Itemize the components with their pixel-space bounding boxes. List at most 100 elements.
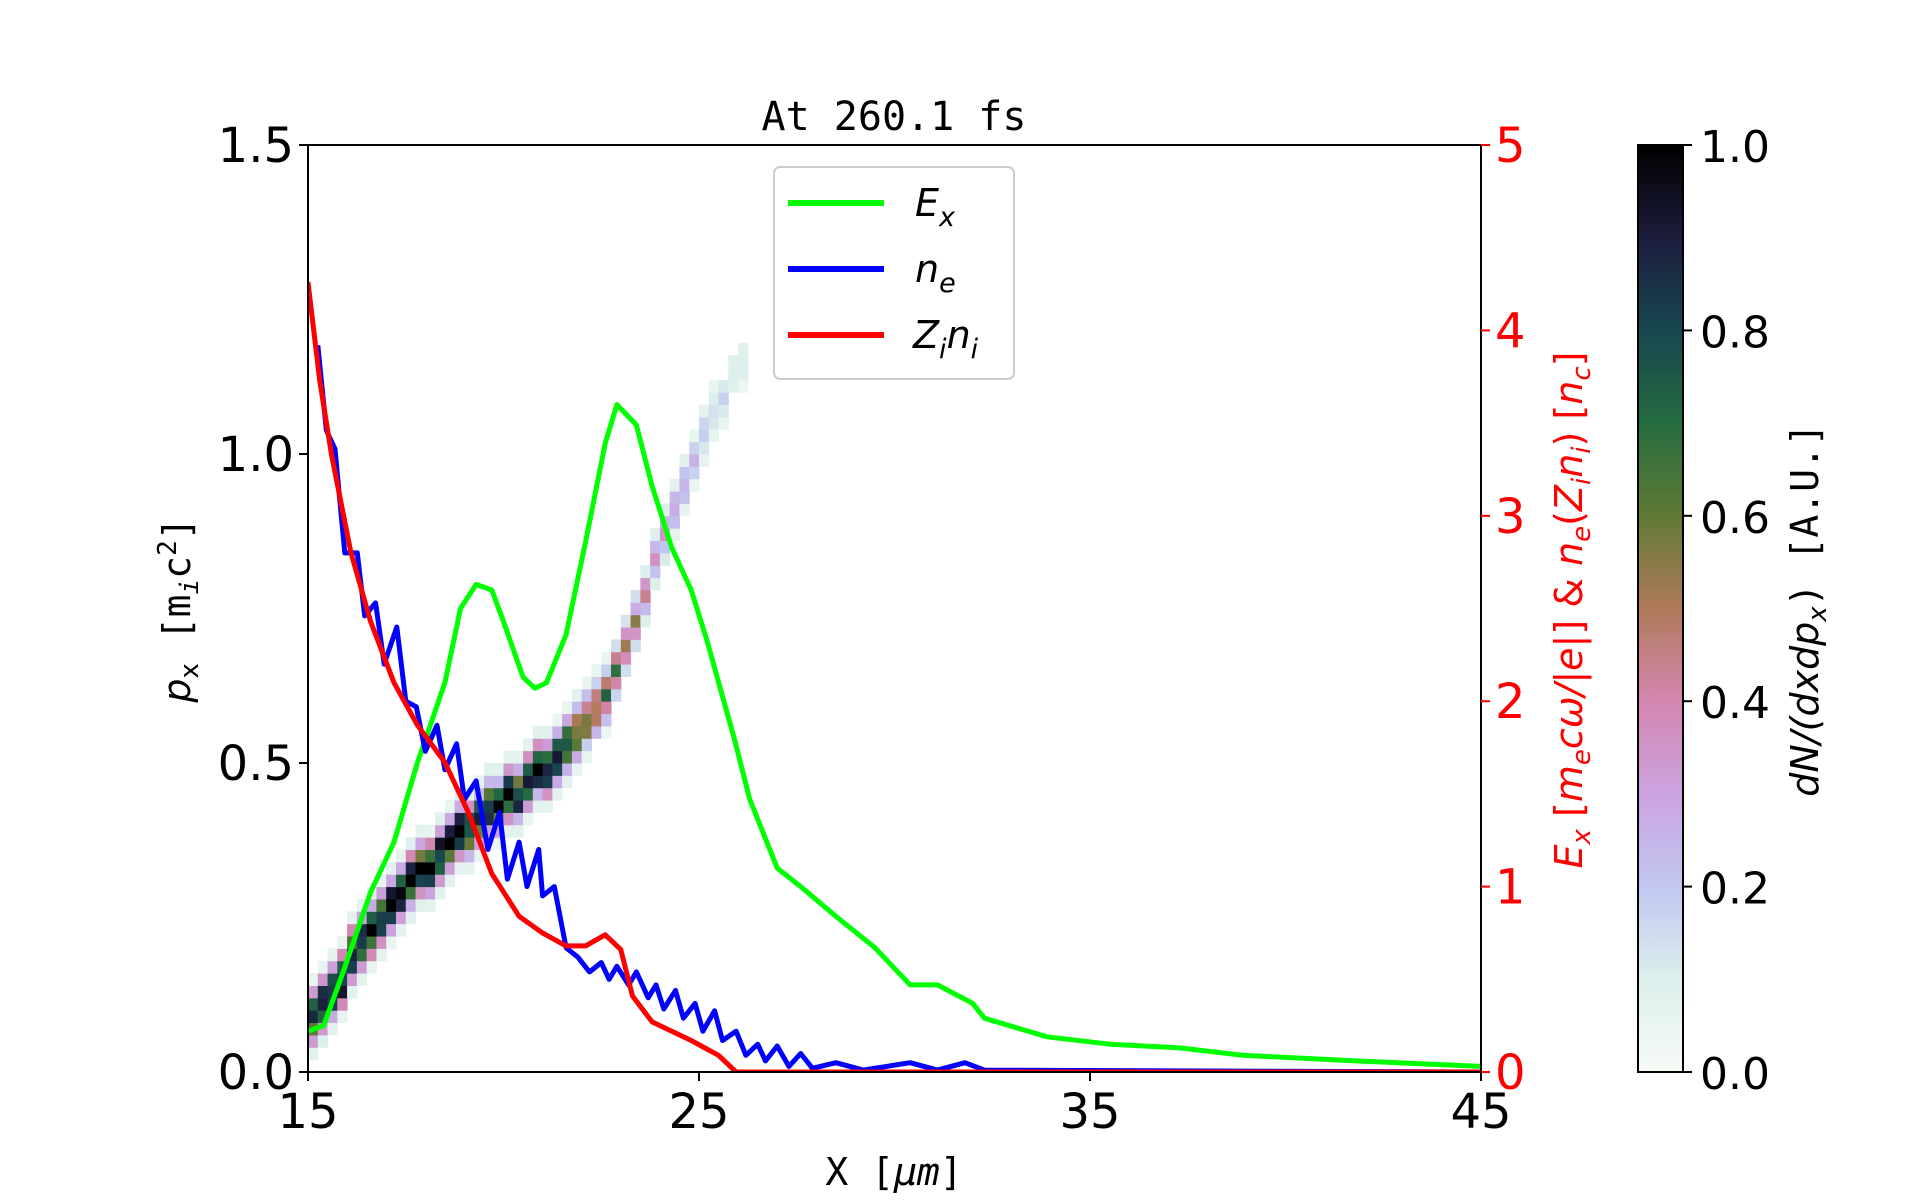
heatmap-cell xyxy=(571,763,583,776)
heatmap-cell xyxy=(650,540,661,554)
heatmap-cell xyxy=(532,750,544,764)
heatmap-cell xyxy=(718,379,729,393)
heatmap-cell xyxy=(366,911,377,925)
heatmap-cell xyxy=(679,503,690,517)
heatmap-cell xyxy=(347,948,358,962)
heatmap-cell xyxy=(571,713,583,727)
heatmap-cell xyxy=(718,416,729,430)
heatmap-cell xyxy=(366,923,377,937)
heatmap-cell xyxy=(415,886,426,900)
x-tick-label: 25 xyxy=(668,1084,729,1140)
heatmap-cell xyxy=(366,936,377,949)
heatmap-cell xyxy=(444,874,456,888)
heatmap-cell xyxy=(532,763,544,776)
heatmap-cell xyxy=(571,701,583,715)
heatmap-cell xyxy=(718,404,729,418)
heatmap-cell xyxy=(493,775,504,789)
heatmap-cell xyxy=(405,911,417,925)
heatmap-cell xyxy=(591,664,602,677)
heatmap-cell xyxy=(523,763,534,776)
heatmap-cell xyxy=(738,342,749,356)
heatmap-cell xyxy=(337,1010,348,1024)
heatmap-cell xyxy=(435,837,446,851)
y2-tick-label: 2 xyxy=(1495,674,1526,730)
heatmap-cell xyxy=(503,812,514,826)
heatmap-cell xyxy=(483,812,495,826)
heatmap-cell xyxy=(493,800,504,813)
heatmap-cell xyxy=(591,688,602,702)
heatmap-cell xyxy=(503,824,514,838)
heatmap-cell xyxy=(581,688,592,702)
heatmap-cell xyxy=(601,676,612,690)
heatmap-cell xyxy=(347,985,358,999)
heatmap-cell xyxy=(493,787,504,801)
heatmap-cell xyxy=(444,824,456,838)
heatmap-cell xyxy=(337,936,348,949)
y2-tick-label: 0 xyxy=(1495,1045,1526,1101)
heatmap-cell xyxy=(347,923,358,937)
heatmap-cell xyxy=(542,750,553,764)
heatmap-cell xyxy=(659,503,671,517)
heatmap-cell xyxy=(542,725,553,739)
heatmap-cell xyxy=(552,738,563,752)
heatmap-cell xyxy=(356,923,368,937)
heatmap-cell xyxy=(630,589,641,603)
heatmap-cell xyxy=(483,787,495,801)
heatmap-cell xyxy=(308,1034,319,1048)
colorbar-tick-label: 1.0 xyxy=(1700,122,1770,173)
heatmap-cell xyxy=(356,973,368,986)
heatmap-cell xyxy=(689,478,700,492)
heatmap-cell xyxy=(317,997,329,1011)
plot-frame xyxy=(307,144,1482,1073)
heatmap-cell xyxy=(493,837,504,851)
series-lines xyxy=(308,281,1481,1072)
heatmap-cell xyxy=(669,528,680,542)
heatmap-cell xyxy=(366,898,377,912)
heatmap-cell xyxy=(317,973,329,986)
heatmap-cell xyxy=(581,750,592,764)
heatmap-cell xyxy=(728,367,739,381)
heatmap-cell xyxy=(699,454,710,467)
heatmap-cell xyxy=(395,898,407,912)
heatmap-cell xyxy=(435,824,446,838)
heatmap-cell xyxy=(474,812,485,826)
heatmap-cell xyxy=(699,416,710,430)
heatmap-cell xyxy=(308,973,319,986)
heatmap-cell xyxy=(718,392,729,406)
heatmap-cell xyxy=(513,750,524,764)
y-tick-label: 1.5 xyxy=(218,118,294,174)
heatmap-cell xyxy=(444,849,456,863)
heatmap-cell xyxy=(454,812,465,826)
y-axis-label: px [mic2] xyxy=(153,517,205,703)
heatmap-cell xyxy=(425,898,436,912)
heatmap-cell xyxy=(386,874,397,888)
heatmap-cell xyxy=(679,454,690,467)
heatmap-cell xyxy=(415,837,426,851)
heatmap-cell xyxy=(640,614,651,628)
heatmap-cell xyxy=(620,664,632,677)
heatmap-cell xyxy=(386,861,397,875)
heatmap-cell xyxy=(689,441,700,455)
heatmap-cell xyxy=(356,898,368,912)
heatmap-cell xyxy=(435,886,446,900)
heatmap-cell xyxy=(513,775,524,789)
heatmap-cell xyxy=(659,552,671,566)
y2-tick-label: 1 xyxy=(1495,860,1526,916)
heatmap-cell xyxy=(405,874,417,888)
heatmap-cell xyxy=(483,775,495,789)
colorbar-tick-label: 0.2 xyxy=(1700,864,1770,915)
heatmap-cell xyxy=(327,960,338,974)
heatmap-cell xyxy=(376,874,387,888)
heatmap-cell xyxy=(630,614,641,628)
heatmap-cell xyxy=(464,800,475,813)
heatmap-cell xyxy=(435,874,446,888)
heatmap-cell xyxy=(562,713,573,727)
heatmap-cell xyxy=(601,664,612,677)
legend-label-ne: ne xyxy=(915,247,956,299)
heatmap-cell xyxy=(366,948,377,962)
heatmap-cell xyxy=(405,898,417,912)
heatmap-cell xyxy=(376,898,387,912)
x-tick-label: 35 xyxy=(1059,1084,1120,1140)
